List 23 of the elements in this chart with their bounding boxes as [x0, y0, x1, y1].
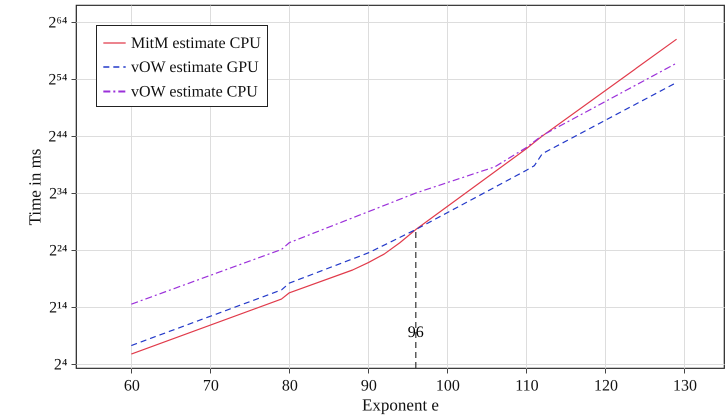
- y-tick-label: 2⁴⁴: [48, 128, 68, 146]
- ref-line-label: 96: [408, 324, 424, 341]
- x-tick-label: 130: [672, 378, 697, 394]
- x-tick-label: 90: [360, 378, 377, 394]
- x-axis-title: Exponent e: [362, 396, 439, 414]
- x-tick-label: 120: [594, 378, 618, 394]
- legend-label: MitM estimate CPU: [131, 35, 262, 52]
- y-axis-title: Time in ms: [25, 148, 44, 226]
- line-series: [130, 62, 678, 305]
- y-tick-label: 2³⁴: [49, 186, 68, 203]
- y-tick-label: 2⁵⁴: [48, 72, 68, 89]
- y-tick-label: 2⁴: [54, 356, 68, 374]
- x-tick-label: 60: [124, 378, 140, 394]
- x-tick-label: 70: [202, 378, 219, 394]
- legend-label: vOW estimate GPU: [131, 59, 260, 76]
- legend-label: vOW estimate CPU: [131, 84, 258, 100]
- y-tick-label: 2¹⁴: [49, 300, 68, 317]
- x-tick-label: 110: [515, 378, 539, 394]
- y-tick-label: 2⁶⁴: [48, 14, 68, 32]
- x-tick-label: 80: [282, 378, 298, 394]
- y-tick-label: 2²⁴: [49, 242, 68, 260]
- x-tick-label: 100: [436, 378, 460, 394]
- line-series: [130, 38, 678, 355]
